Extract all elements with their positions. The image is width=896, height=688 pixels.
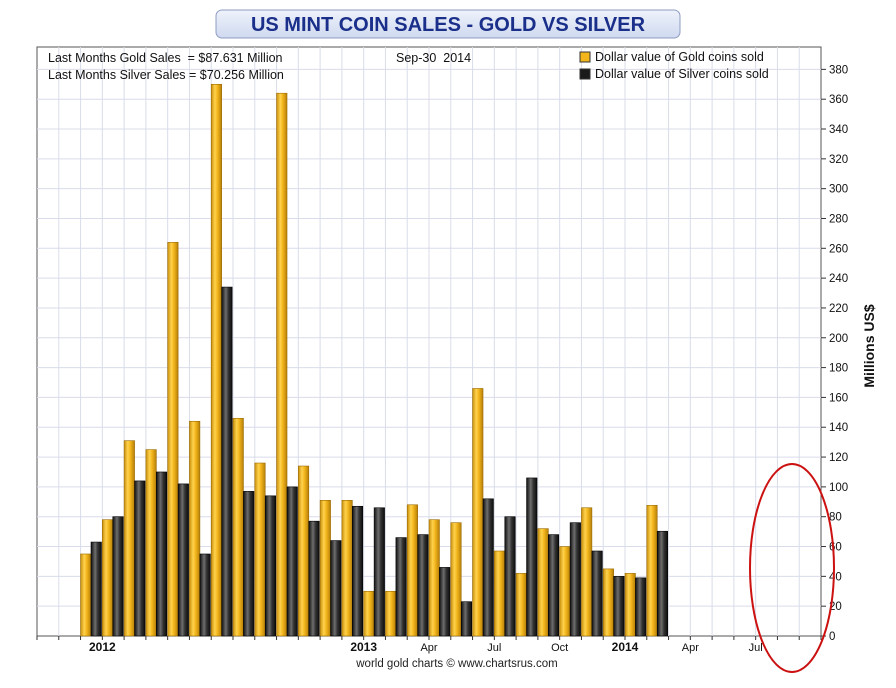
gold-bar [646, 505, 658, 637]
legend-gold-swatch [579, 51, 591, 63]
gold-bar [581, 507, 593, 637]
y-tick-label: 0 [829, 631, 835, 643]
y-tick-label: 160 [829, 392, 848, 404]
x-tick-label: Jul [749, 642, 763, 654]
gold-bar [494, 550, 506, 637]
highlight-ellipse [749, 463, 835, 673]
silver-bar [352, 505, 364, 637]
silver-sales-text: Last Months Silver Sales = $70.256 Milli… [48, 68, 284, 82]
gold-bar [624, 573, 636, 637]
legend-silver-label: Dollar value of Silver coins sold [595, 67, 769, 81]
silver-bar [134, 480, 146, 637]
silver-bar [177, 483, 189, 637]
y-tick-label: 260 [829, 243, 848, 255]
gold-bar [559, 546, 571, 637]
x-tick-label: Jul [487, 642, 501, 654]
y-tick-label: 180 [829, 363, 848, 375]
title-banner [215, 9, 681, 39]
silver-bar [395, 537, 407, 637]
y-tick-label: 240 [829, 273, 848, 285]
silver-bar [286, 486, 298, 637]
silver-bar [417, 534, 429, 637]
silver-bar [482, 498, 494, 637]
gold-bar [145, 449, 157, 637]
chart-title: US MINT COIN SALES - GOLD VS SILVER [251, 14, 646, 36]
x-tick-label: Apr [682, 642, 699, 654]
silver-bar [330, 540, 342, 637]
gold-bar [363, 590, 375, 637]
x-tick-label: 2014 [612, 640, 639, 654]
gold-bar [428, 519, 440, 637]
gold-bar [472, 388, 484, 637]
bars-group [80, 83, 668, 637]
y-axis: 0204060801001201401601802002202402602803… [821, 64, 848, 643]
gold-bar [167, 242, 179, 637]
x-tick-label: Oct [551, 642, 568, 654]
silver-bar [308, 520, 320, 637]
silver-bar [439, 567, 451, 637]
x-tick-label: 2013 [350, 640, 377, 654]
silver-bar [569, 522, 581, 637]
silver-bar [264, 495, 276, 637]
gold-bar [80, 553, 92, 637]
gold-sales-text: Last Months Gold Sales = $87.631 Million [48, 51, 283, 65]
y-tick-label: 120 [829, 452, 848, 464]
gold-bar [515, 573, 527, 637]
silver-bar [156, 471, 168, 637]
gold-bar [189, 420, 201, 637]
legend-gold-label: Dollar value of Gold coins sold [595, 50, 764, 64]
gold-bar [450, 522, 462, 637]
x-axis: 2012 2013 Apr Jul Oct 2014 Apr Jul [36, 636, 822, 654]
y-tick-label: 140 [829, 422, 848, 434]
y-tick-label: 340 [829, 124, 848, 136]
gold-bar [406, 504, 418, 637]
y-tick-label: 200 [829, 333, 848, 345]
silver-bar [221, 286, 233, 637]
gold-bar [254, 462, 266, 637]
y-tick-label: 320 [829, 154, 848, 166]
gold-bar [276, 92, 288, 637]
y-tick-label: 220 [829, 303, 848, 315]
y-axis-label: Millions US$ [861, 304, 877, 387]
silver-bar [243, 491, 255, 637]
silver-bar [373, 507, 385, 637]
legend-silver-swatch [579, 68, 591, 80]
silver-bar [460, 601, 472, 637]
gold-bar [232, 417, 244, 637]
x-tick-label: 2012 [89, 640, 116, 654]
y-tick-label: 300 [829, 184, 848, 196]
gold-bar [298, 465, 310, 637]
y-tick-label: 280 [829, 213, 848, 225]
silver-bar [613, 576, 625, 637]
gold-bar [385, 590, 397, 637]
gold-bar [102, 519, 114, 637]
legend: Dollar value of Gold coins sold Dollar v… [579, 50, 769, 81]
y-tick-label: 380 [829, 64, 848, 76]
y-tick-label: 60 [829, 542, 842, 554]
silver-bar [90, 541, 102, 637]
silver-bar [635, 577, 647, 637]
gold-bar [210, 83, 222, 637]
y-tick-label: 80 [829, 512, 842, 524]
y-tick-label: 40 [829, 571, 842, 583]
credit-text: world gold charts © www.chartsrus.com [355, 658, 557, 670]
silver-bar [548, 534, 560, 637]
y-tick-label: 360 [829, 94, 848, 106]
silver-bar [526, 477, 538, 637]
silver-bar [504, 516, 516, 637]
x-tick-label: Apr [420, 642, 437, 654]
silver-bar [112, 516, 124, 637]
silver-bar [199, 553, 211, 637]
date-text: Sep-30 2014 [396, 51, 471, 65]
y-tick-label: 100 [829, 482, 848, 494]
gold-bar [123, 440, 135, 637]
gold-bar [341, 500, 353, 637]
silver-bar [656, 530, 668, 637]
silver-bar [591, 550, 603, 637]
gold-bar [319, 500, 331, 637]
gold-bar [537, 528, 549, 637]
gold-bar [602, 568, 614, 637]
